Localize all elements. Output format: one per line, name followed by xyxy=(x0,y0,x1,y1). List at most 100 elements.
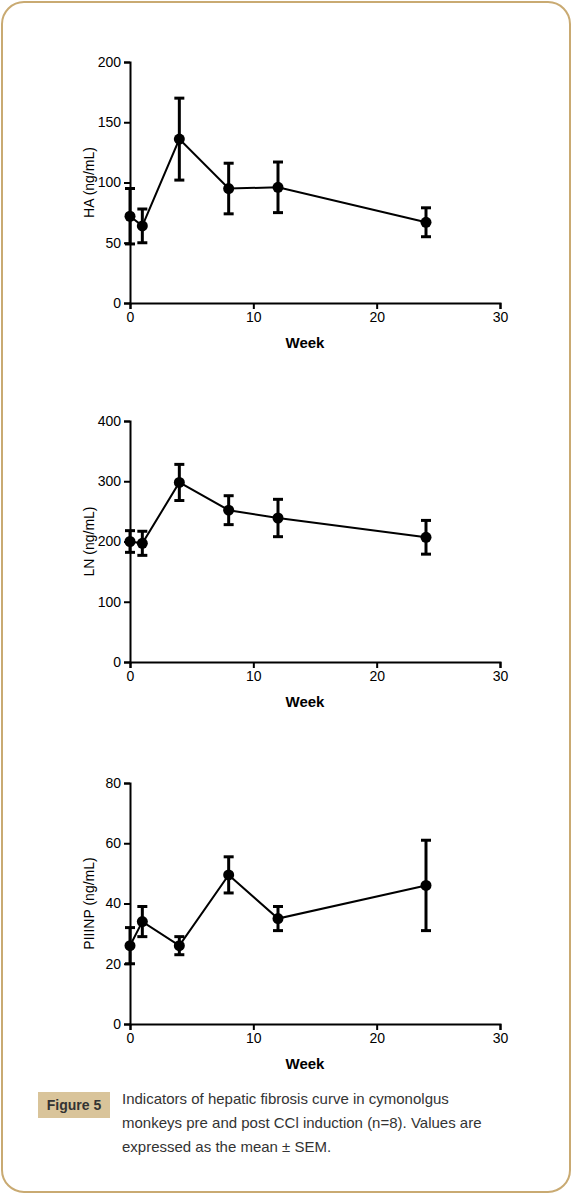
error-bar xyxy=(224,163,234,214)
x-axis-title: Week xyxy=(286,1055,326,1072)
y-tick-label: 100 xyxy=(98,174,122,190)
chart: 0102030020406080WeekPIIINP (ng/mL) xyxy=(81,775,508,1072)
x-tick-label: 30 xyxy=(493,309,509,325)
y-tick-mark xyxy=(124,783,130,785)
error-bar-cap xyxy=(137,935,147,938)
figure: 0102030050100150200WeekHA (ng/mL)0102030… xyxy=(0,0,572,1194)
y-tick-mark xyxy=(124,303,130,305)
error-bar-cap xyxy=(421,839,431,842)
error-bar-cap xyxy=(174,935,184,938)
y-tick-label: 300 xyxy=(98,473,122,489)
y-tick: 150 xyxy=(98,114,130,130)
y-tick-mark xyxy=(124,182,130,184)
error-bar xyxy=(421,840,431,930)
y-tick: 0 xyxy=(113,295,130,311)
error-bar-cap xyxy=(137,554,147,557)
marker xyxy=(421,532,432,543)
error-bar-cap xyxy=(137,530,147,533)
x-tick: 30 xyxy=(493,303,509,325)
plot-area xyxy=(125,840,432,964)
error-bar-cap xyxy=(224,212,234,215)
y-tick: 400 xyxy=(98,413,130,429)
plot-area xyxy=(125,464,432,555)
y-axis: 0 20 40 60 80 xyxy=(105,775,130,1032)
caption-text: monkeys pre and post CCl induction (n=8)… xyxy=(122,1114,482,1131)
y-tick-mark xyxy=(124,662,130,664)
x-axis: 0102030 xyxy=(127,662,509,684)
y-tick-mark xyxy=(124,903,130,905)
marker xyxy=(421,217,432,228)
plot-area xyxy=(125,98,432,244)
error-bar-cap xyxy=(273,535,283,538)
x-tick: 30 xyxy=(493,662,509,684)
marker xyxy=(125,940,136,951)
error-bar xyxy=(273,162,283,213)
y-tick-mark xyxy=(124,421,130,423)
error-bar-cap xyxy=(273,929,283,932)
x-tick-label: 30 xyxy=(493,1030,509,1046)
error-bar-cap xyxy=(125,529,135,532)
error-bar xyxy=(137,209,147,243)
x-tick: 0 xyxy=(127,662,135,684)
y-axis-line xyxy=(124,784,131,1025)
marker xyxy=(223,183,234,194)
x-axis-line xyxy=(131,304,501,310)
x-tick: 20 xyxy=(369,662,385,684)
y-tick-mark xyxy=(124,843,130,845)
y-tick: 0 xyxy=(113,1016,130,1032)
y-tick-label: 80 xyxy=(105,775,121,791)
error-bar-cap xyxy=(421,519,431,522)
error-bar-cap xyxy=(137,241,147,244)
marker xyxy=(273,913,284,924)
x-tick: 0 xyxy=(127,303,135,325)
y-tick-label: 400 xyxy=(98,413,122,429)
error-bar-cap xyxy=(125,926,135,929)
y-tick-label: 0 xyxy=(113,654,121,670)
error-bar-cap xyxy=(421,206,431,209)
x-tick: 10 xyxy=(246,303,262,325)
y-tick-label: 20 xyxy=(105,956,121,972)
error-bar-cap xyxy=(174,179,184,182)
error-bar xyxy=(137,531,147,555)
error-bar-cap xyxy=(224,855,234,858)
error-bar xyxy=(224,857,234,893)
error-bar-cap xyxy=(174,953,184,956)
marker xyxy=(125,211,136,222)
x-tick: 0 xyxy=(127,1024,135,1046)
error-bar xyxy=(421,208,431,237)
x-tick: 20 xyxy=(369,303,385,325)
y-tick-mark xyxy=(124,601,130,603)
error-bar xyxy=(125,189,135,244)
x-tick-label: 0 xyxy=(127,309,135,325)
error-bar-cap xyxy=(125,242,135,245)
caption-text: expressed as the mean ± SEM. xyxy=(122,1138,331,1155)
y-tick-label: 0 xyxy=(113,295,121,311)
y-tick-label: 200 xyxy=(98,54,122,70)
x-tick-label: 10 xyxy=(246,309,262,325)
y-tick: 100 xyxy=(98,594,130,610)
chart: 0102030050100150200WeekHA (ng/mL) xyxy=(81,54,508,351)
error-bar-cap xyxy=(137,905,147,908)
y-tick: 40 xyxy=(105,895,130,911)
x-axis-line xyxy=(131,663,501,669)
error-bar-cap xyxy=(224,891,234,894)
error-bar-cap xyxy=(224,494,234,497)
marker xyxy=(273,182,284,193)
y-tick-label: 60 xyxy=(105,835,121,851)
error-bar-cap xyxy=(125,551,135,554)
error-bar-cap xyxy=(174,97,184,100)
marker xyxy=(223,869,234,880)
y-tick-label: 100 xyxy=(98,594,122,610)
error-bar-cap xyxy=(174,463,184,466)
line xyxy=(130,482,426,543)
error-bar-cap xyxy=(421,929,431,932)
x-tick-label: 20 xyxy=(369,668,385,684)
error-bar-cap xyxy=(224,523,234,526)
error-bar-cap xyxy=(273,161,283,164)
line xyxy=(130,139,426,226)
error-bar xyxy=(174,937,184,955)
caption-text: Indicators of hepatic fibrosis curve in … xyxy=(122,1090,449,1107)
y-tick: 200 xyxy=(98,54,130,70)
line xyxy=(130,875,426,946)
y-tick-mark xyxy=(124,122,130,124)
